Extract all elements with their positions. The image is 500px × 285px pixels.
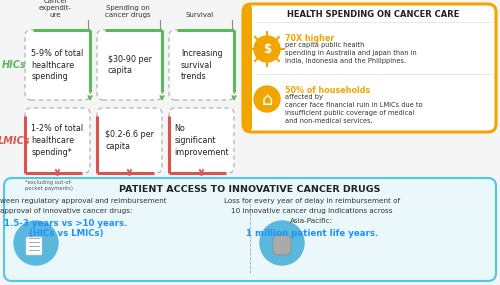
Text: 1.5-3 years vs >10 years.: 1.5-3 years vs >10 years. [4,219,128,228]
Circle shape [254,86,280,112]
Text: No
significant
improvement: No significant improvement [174,124,229,157]
Text: $0.2-6.6 per
capita: $0.2-6.6 per capita [105,130,154,151]
Text: HEALTH SPENDING ON CANCER CARE: HEALTH SPENDING ON CANCER CARE [288,10,460,19]
Text: HICs: HICs [2,60,26,70]
Circle shape [254,36,280,62]
Text: 70X higher: 70X higher [285,34,335,43]
Text: (HICs vs LMICs): (HICs vs LMICs) [29,229,104,238]
Text: affected by
cancer face financial ruin in LMICs due to
insufficient public cover: affected by cancer face financial ruin i… [285,94,422,124]
Text: Survival: Survival [186,12,214,18]
FancyBboxPatch shape [273,235,291,255]
Text: 5-9% of total
healthcare
spending: 5-9% of total healthcare spending [32,49,84,81]
Text: ⌂: ⌂ [262,91,272,109]
FancyBboxPatch shape [26,237,42,255]
FancyBboxPatch shape [97,108,162,173]
Text: *excluding out-of-
pocket payments): *excluding out-of- pocket payments) [25,180,73,191]
Text: 1-2% of total
healthcare
spending*: 1-2% of total healthcare spending* [32,124,84,157]
FancyBboxPatch shape [243,4,496,132]
Text: 1 million patient life years.: 1 million patient life years. [246,229,378,238]
FancyBboxPatch shape [169,30,234,100]
Circle shape [14,221,58,265]
Text: approval of innovative cancer drugs:: approval of innovative cancer drugs: [0,208,132,214]
Text: per capita public health
spending in Australia and Japan than in
India, Indonesi: per capita public health spending in Aus… [285,42,417,64]
Text: Loss for every year of delay in reimbursement of: Loss for every year of delay in reimburs… [224,198,400,204]
Text: Cancer
expendit-
ure: Cancer expendit- ure [39,0,72,18]
Text: Delay between regulatory approval and reimbursement: Delay between regulatory approval and re… [0,198,167,204]
FancyBboxPatch shape [169,108,234,173]
FancyBboxPatch shape [243,4,252,132]
Text: 10 innovative cancer drug indications across: 10 innovative cancer drug indications ac… [231,208,393,214]
Text: $: $ [263,42,271,56]
Text: Spending on
cancer drugs: Spending on cancer drugs [104,5,150,18]
Text: PATIENT ACCESS TO INNOVATIVE CANCER DRUGS: PATIENT ACCESS TO INNOVATIVE CANCER DRUG… [120,185,380,194]
FancyBboxPatch shape [4,178,496,281]
Text: $30-90 per
capita: $30-90 per capita [108,55,152,76]
FancyBboxPatch shape [25,30,90,100]
Text: 50% of households: 50% of households [285,86,370,95]
FancyBboxPatch shape [97,30,162,100]
Text: Increasing
survival
trends: Increasing survival trends [181,49,222,81]
Text: LMICs: LMICs [0,135,30,146]
FancyBboxPatch shape [25,108,90,173]
Text: Asia-Pacific:: Asia-Pacific: [290,218,334,224]
Circle shape [260,221,304,265]
